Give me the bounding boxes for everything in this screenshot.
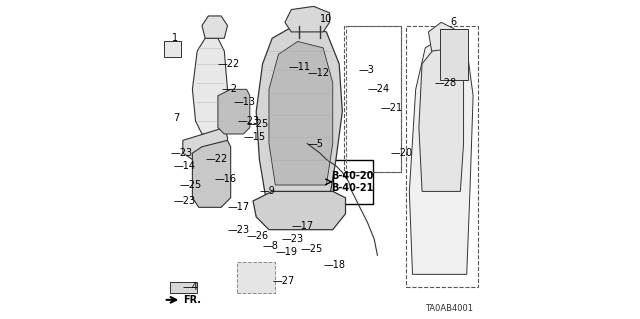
Polygon shape [253,191,346,230]
Text: —28: —28 [435,78,457,88]
Text: —12: —12 [307,68,330,78]
Bar [344,26,401,172]
Bar [333,160,372,204]
Text: B-40-20
B-40-21: B-40-20 B-40-21 [332,171,374,193]
Text: —25: —25 [301,244,323,254]
Text: —8: —8 [262,241,278,251]
Polygon shape [193,38,227,134]
Bar [440,29,468,80]
Text: —9: —9 [259,186,275,197]
Text: FR.: FR. [183,295,201,305]
Polygon shape [285,6,330,32]
Text: 7: 7 [173,113,179,123]
Text: —13: —13 [234,97,256,107]
Bar [164,41,181,57]
Text: 6: 6 [451,17,457,27]
Text: —16: —16 [215,174,237,184]
Text: —22: —22 [205,154,227,165]
Bar [170,282,197,293]
Text: —15: —15 [243,132,266,142]
Text: —23: —23 [227,225,250,235]
Text: —26: —26 [246,231,269,241]
Text: —17: —17 [291,221,314,232]
Text: —27: —27 [272,276,294,286]
Text: —2: —2 [221,84,237,94]
Polygon shape [202,16,227,38]
Text: —14: —14 [173,161,195,171]
Text: —19: —19 [275,247,298,257]
Text: —22: —22 [218,59,240,69]
Text: —23: —23 [237,116,259,126]
Bar [237,262,275,293]
Text: —23: —23 [282,234,304,244]
Text: 1: 1 [172,33,178,43]
Bar [406,26,478,287]
Polygon shape [269,41,333,185]
Text: —25: —25 [180,180,202,190]
Polygon shape [428,22,457,51]
Text: —3: —3 [358,65,374,75]
Text: —23: —23 [173,196,195,206]
Polygon shape [183,128,227,160]
Polygon shape [218,89,250,134]
Text: —5: —5 [307,138,323,149]
Text: —11: —11 [288,62,310,72]
Polygon shape [410,38,473,274]
Text: —20: —20 [390,148,412,158]
Text: —24: —24 [368,84,390,94]
Text: —4: —4 [183,282,198,292]
Polygon shape [419,48,463,191]
Text: 10: 10 [320,14,332,24]
Polygon shape [193,140,230,207]
Text: —25: —25 [246,119,269,130]
Text: —18: —18 [323,260,345,270]
Polygon shape [256,26,342,198]
Bar [346,26,401,172]
Text: —17: —17 [227,202,250,212]
Text: —21: —21 [381,103,403,114]
Text: TA0AB4001: TA0AB4001 [425,304,473,313]
Text: —23: —23 [170,148,192,158]
